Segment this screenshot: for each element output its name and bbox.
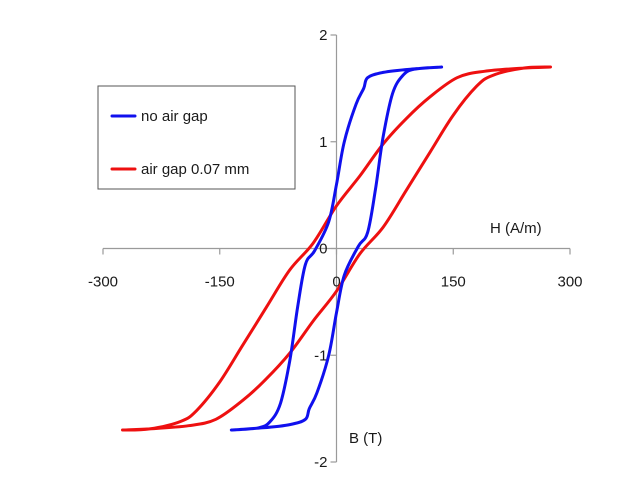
x-tick-label: -150	[205, 274, 235, 291]
legend-label-no-air-gap: no air gap	[141, 108, 208, 125]
x-tick-label: 0	[332, 274, 340, 291]
x-ticks: -300 -150 0 150 300	[88, 248, 583, 291]
y-ticks: 2 1 0 -1 -2	[314, 27, 337, 471]
series-line-air-gap	[121, 65, 552, 432]
y-tick-label: -2	[314, 454, 327, 471]
series-layer	[121, 65, 552, 432]
y-tick-label: 0	[319, 241, 327, 258]
y-tick-label: -1	[314, 347, 327, 364]
legend-label-air-gap: air gap 0.07 mm	[141, 161, 249, 178]
y-tick-label: 2	[319, 27, 327, 44]
axes: -300 -150 0 150 300 2 1 0 -1 -2	[88, 27, 583, 471]
x-axis-label: H (A/m)	[490, 220, 542, 237]
legend: no air gap air gap 0.07 mm	[97, 85, 296, 190]
legend-box	[97, 85, 296, 190]
y-axis-label: B (T)	[349, 430, 382, 447]
x-tick-label: -300	[88, 274, 118, 291]
x-tick-label: 300	[557, 274, 582, 291]
y-tick-label: 1	[319, 134, 327, 151]
series-line-no-air-gap	[229, 65, 444, 432]
x-tick-label: 150	[441, 274, 466, 291]
